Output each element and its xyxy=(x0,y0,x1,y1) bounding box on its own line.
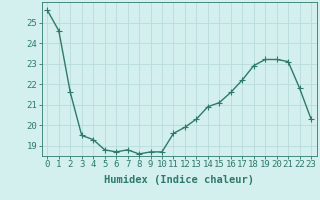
X-axis label: Humidex (Indice chaleur): Humidex (Indice chaleur) xyxy=(104,175,254,185)
